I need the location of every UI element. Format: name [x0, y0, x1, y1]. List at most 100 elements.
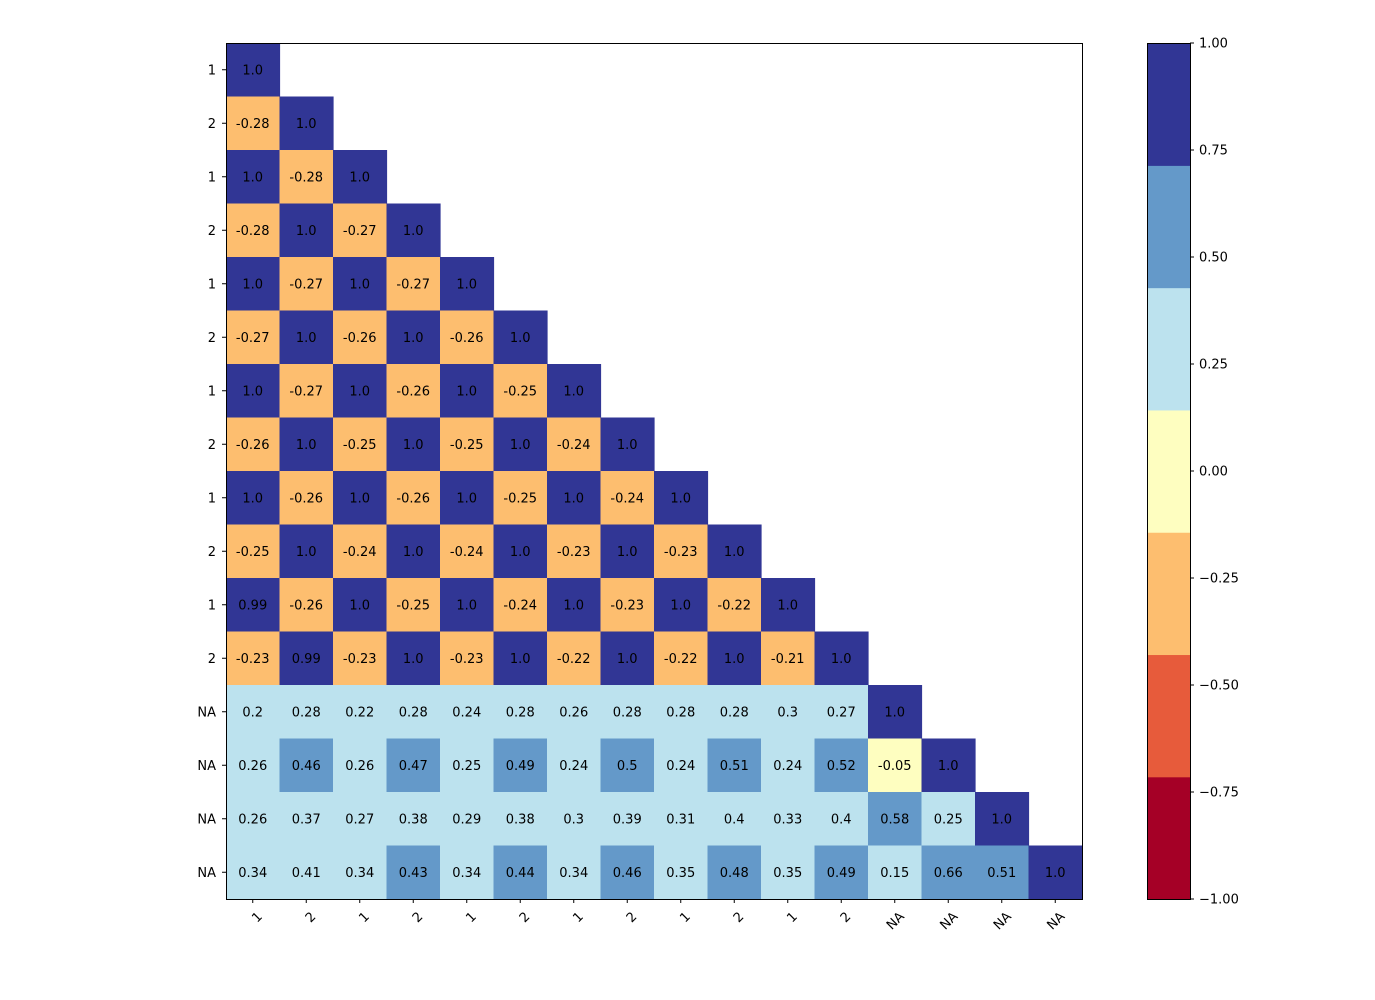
heatmap-cell	[814, 631, 869, 686]
cell-value-label: 1.0	[510, 652, 531, 667]
heatmap-cell	[333, 364, 388, 419]
cell-value-label: 1.0	[724, 652, 745, 667]
heatmap-cell	[333, 417, 388, 472]
heatmap-cell	[654, 845, 709, 900]
heatmap-cell	[600, 471, 655, 526]
heatmap-cell	[333, 792, 388, 847]
cell-value-label: 1.0	[510, 438, 531, 453]
cell-value-label: 0.49	[506, 759, 535, 774]
cell-value-label: 0.24	[559, 759, 588, 774]
cell-value-label: 0.3	[777, 705, 798, 720]
heatmap-cell	[868, 738, 923, 793]
x-tick-label: 1	[249, 909, 265, 925]
heatmap-cell	[386, 471, 441, 526]
cell-value-label: 1.0	[563, 598, 584, 613]
heatmap-cell	[440, 364, 495, 419]
cell-value-label: 1.0	[349, 277, 370, 292]
cell-value-label: 1.0	[349, 170, 370, 185]
heatmap-cell	[279, 471, 334, 526]
x-tick-label: NA	[938, 909, 962, 933]
heatmap-cell	[226, 364, 281, 419]
heatmap-cell	[761, 792, 816, 847]
cell-value-label: 0.26	[559, 705, 588, 720]
heatmap-cell	[600, 738, 655, 793]
y-axis: 1 2 1 2 1 2 1 2 1 2 1 2 NA NA NA NA	[197, 63, 226, 881]
cell-value-label: -0.27	[343, 224, 377, 239]
cell-value-label: 0.35	[773, 866, 802, 881]
heatmap-cell	[547, 471, 602, 526]
cell-value-label: -0.24	[343, 545, 377, 560]
heatmap-cell	[493, 471, 548, 526]
cell-value-label: 0.28	[613, 705, 642, 720]
cell-value-label: -0.23	[664, 545, 698, 560]
heatmap-cell	[333, 578, 388, 633]
heatmap-cell	[654, 792, 709, 847]
heatmap-cell	[547, 738, 602, 793]
cell-value-label: -0.27	[289, 277, 323, 292]
heatmap-cell	[761, 738, 816, 793]
cell-value-label: 0.99	[238, 598, 267, 613]
cell-value-label: -0.24	[503, 598, 537, 613]
colorbar-segment	[1147, 287, 1190, 411]
heatmap-cell	[493, 524, 548, 579]
cell-value-label: -0.25	[343, 438, 377, 453]
colorbar-tick-label: −1.00	[1199, 893, 1239, 908]
cell-value-label: 1.0	[563, 384, 584, 399]
heatmap-cell	[333, 845, 388, 900]
cell-value-label: -0.27	[289, 384, 323, 399]
cell-value-label: -0.28	[236, 224, 270, 239]
cell-value-label: 0.29	[452, 812, 481, 827]
cell-value-label: 0.41	[292, 866, 321, 881]
cell-value-label: -0.25	[236, 545, 270, 560]
y-tick-label: NA	[197, 812, 216, 827]
colorbar-tick-label: 1.00	[1199, 37, 1228, 52]
heatmap-cell	[761, 845, 816, 900]
heatmap-cell	[600, 524, 655, 579]
heatmap-cell	[493, 685, 548, 740]
heatmap-cell	[333, 471, 388, 526]
cell-value-label: 0.28	[399, 705, 428, 720]
heatmap-cell	[761, 631, 816, 686]
heatmap-cell	[386, 364, 441, 419]
cell-value-label: 1.0	[670, 598, 691, 613]
cell-value-label: 1.0	[296, 224, 317, 239]
colorbar-tick-label: 0.75	[1199, 144, 1228, 159]
heatmap-cell	[493, 845, 548, 900]
heatmap-cell	[654, 631, 709, 686]
heatmap-cell	[440, 845, 495, 900]
heatmap-cell	[654, 685, 709, 740]
cell-value-label: 0.27	[345, 812, 374, 827]
heatmap-cell	[814, 792, 869, 847]
cell-value-label: 0.44	[506, 866, 535, 881]
heatmap-cell	[279, 417, 334, 472]
heatmap-cell	[814, 685, 869, 740]
heatmap-cell	[279, 150, 334, 205]
cell-value-label: 0.33	[773, 812, 802, 827]
cell-value-label: -0.25	[450, 438, 484, 453]
heatmap-cell	[279, 685, 334, 740]
heatmap-cell	[279, 845, 334, 900]
heatmap-cell	[226, 417, 281, 472]
cell-value-label: 1.0	[884, 705, 905, 720]
heatmap-cell	[547, 845, 602, 900]
cell-value-label: 0.37	[292, 812, 321, 827]
cell-value-label: -0.24	[610, 491, 644, 506]
cell-value-label: 1.0	[403, 438, 424, 453]
heatmap-cell	[600, 578, 655, 633]
cell-value-label: -0.27	[236, 331, 270, 346]
x-tick-label: 1	[570, 909, 586, 925]
heatmap-cell	[707, 792, 762, 847]
y-tick-label: 1	[208, 384, 216, 399]
heatmap-cell	[600, 792, 655, 847]
heatmap-cell	[761, 685, 816, 740]
heatmap-cell	[547, 364, 602, 419]
heatmap-cell	[386, 257, 441, 312]
cell-value-label: 1.0	[1045, 866, 1066, 881]
cell-value-label: -0.25	[396, 598, 430, 613]
cell-value-label: 0.49	[827, 866, 856, 881]
cell-value-label: 1.0	[296, 545, 317, 560]
cell-value-label: -0.26	[396, 491, 430, 506]
cell-value-label: 1.0	[349, 384, 370, 399]
plot-frame	[226, 43, 1083, 900]
heatmap-cell	[493, 578, 548, 633]
